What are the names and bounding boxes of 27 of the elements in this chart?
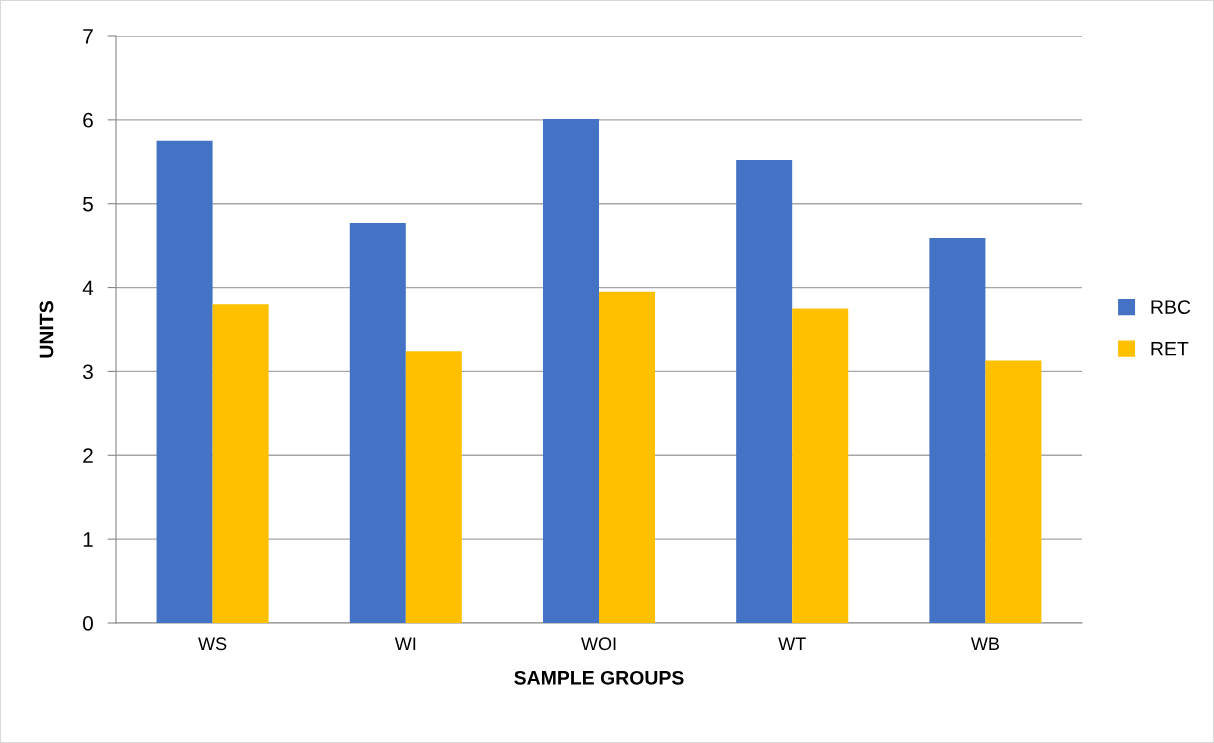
bar <box>792 308 849 623</box>
y-tick-label: 1 <box>83 532 93 547</box>
x-tick-label: WS <box>198 637 227 651</box>
x-axis-title: SAMPLE GROUPS <box>514 670 684 685</box>
legend-label: RBC <box>1151 300 1191 314</box>
x-tick-label: WB <box>970 637 999 650</box>
x-tick-label: WI <box>394 637 416 650</box>
bar <box>736 160 793 623</box>
bar <box>212 304 269 623</box>
x-tick-label: WT <box>778 637 806 650</box>
bar <box>405 351 462 623</box>
y-tick-label: 2 <box>83 448 93 463</box>
y-axis-title: UNITS <box>39 301 54 358</box>
y-tick-label: 3 <box>82 364 93 380</box>
legend-label: RET <box>1151 341 1189 356</box>
bar <box>156 140 213 623</box>
bar <box>985 360 1042 623</box>
y-tick-label: 7 <box>83 29 93 44</box>
bar <box>349 223 406 623</box>
y-tick-label: 6 <box>83 112 93 128</box>
x-tick-label: WOI <box>581 637 616 651</box>
bar <box>542 119 599 623</box>
y-tick-label: 5 <box>83 196 93 212</box>
bar <box>599 291 656 623</box>
y-tick-label: 0 <box>83 616 93 631</box>
y-tick-label: 4 <box>82 280 94 296</box>
bar <box>929 238 986 623</box>
